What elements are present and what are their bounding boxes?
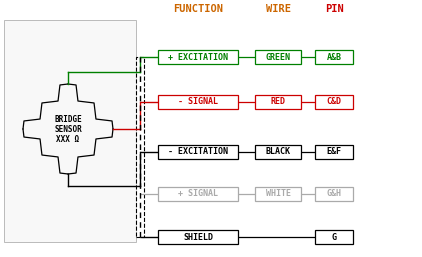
Bar bbox=[315, 230, 353, 244]
Bar bbox=[158, 95, 238, 109]
Bar bbox=[315, 50, 353, 64]
Bar bbox=[315, 145, 353, 159]
Bar bbox=[158, 145, 238, 159]
Text: G: G bbox=[332, 233, 336, 242]
Bar bbox=[158, 50, 238, 64]
Bar bbox=[315, 95, 353, 109]
Text: BRIDGE: BRIDGE bbox=[54, 115, 82, 124]
Bar bbox=[255, 50, 301, 64]
Text: A&B: A&B bbox=[327, 52, 341, 61]
Bar bbox=[158, 230, 238, 244]
Text: WHITE: WHITE bbox=[265, 189, 290, 198]
Text: WIRE: WIRE bbox=[265, 4, 290, 14]
Text: C&D: C&D bbox=[327, 97, 341, 106]
Bar bbox=[315, 187, 353, 201]
Text: GREEN: GREEN bbox=[265, 52, 290, 61]
Text: + EXCITATION: + EXCITATION bbox=[168, 52, 228, 61]
Text: BLACK: BLACK bbox=[265, 148, 290, 157]
Text: XXX Ω: XXX Ω bbox=[57, 134, 80, 143]
Text: + SIGNAL: + SIGNAL bbox=[178, 189, 218, 198]
Text: RED: RED bbox=[271, 97, 286, 106]
Text: G&H: G&H bbox=[327, 189, 341, 198]
Text: SENSOR: SENSOR bbox=[54, 124, 82, 133]
Text: - EXCITATION: - EXCITATION bbox=[168, 148, 228, 157]
Bar bbox=[4, 20, 136, 242]
Text: FUNCTION: FUNCTION bbox=[173, 4, 223, 14]
Bar bbox=[136, 57, 144, 237]
Bar bbox=[255, 95, 301, 109]
Text: E&F: E&F bbox=[327, 148, 341, 157]
Text: PIN: PIN bbox=[325, 4, 344, 14]
Text: SHIELD: SHIELD bbox=[183, 233, 213, 242]
Bar bbox=[158, 187, 238, 201]
Bar bbox=[255, 145, 301, 159]
Bar bbox=[255, 187, 301, 201]
Text: - SIGNAL: - SIGNAL bbox=[178, 97, 218, 106]
